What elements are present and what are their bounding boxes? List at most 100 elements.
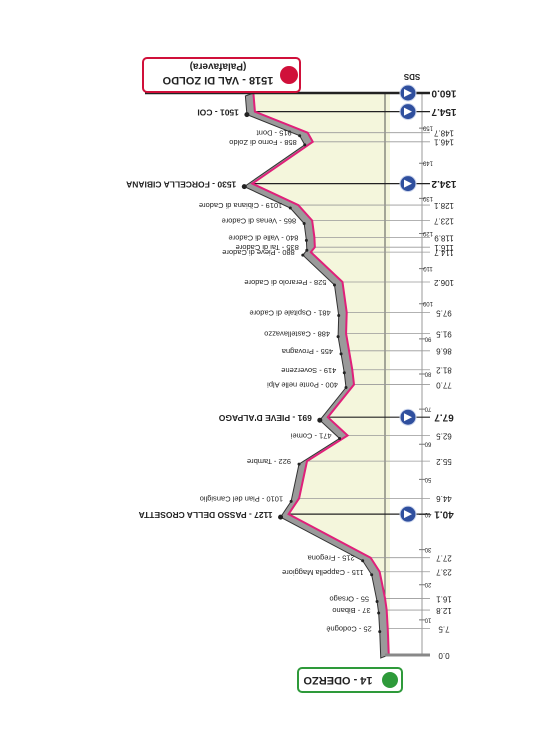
finish-label: 1518 - VAL DI ZOLDO: [162, 74, 273, 86]
waypoint-dot: [361, 559, 365, 563]
distance-label: 148.7: [433, 129, 454, 138]
waypoint-dot: [375, 599, 379, 603]
waypoint-dot: [305, 248, 309, 252]
waypoint-dot: [303, 143, 307, 147]
distance-label: 134.2: [431, 178, 456, 189]
waypoint-dot: [298, 134, 302, 138]
distance-label: 86.6: [436, 347, 452, 356]
checkpoint-arrow: [404, 510, 412, 519]
distance-label: 123.7: [433, 216, 454, 225]
distance-label: 81.2: [436, 366, 452, 375]
place-label: 215 - Fregona: [307, 554, 355, 563]
finish-box: [142, 57, 301, 93]
distance-label: 40.1: [434, 509, 454, 520]
x-tick-label: 90: [424, 335, 431, 341]
distance-label: 23.7: [436, 568, 452, 577]
checkpoint-arrow: [404, 413, 412, 422]
waypoint-dot: [332, 283, 336, 287]
place-label: 915 - Dont: [256, 129, 292, 138]
x-tick-label: 150: [422, 125, 433, 131]
finish-icon: [280, 66, 298, 84]
distance-label: 128.1: [433, 201, 454, 210]
summit-label: 1501 - COI: [197, 107, 239, 117]
checkpoint-arrow: [404, 179, 412, 188]
checkpoint-arrow: [404, 89, 412, 97]
place-label: 1019 - Cibiana di Cadore: [199, 201, 282, 210]
place-label: 37 - Bibano: [332, 606, 370, 615]
distance-label: 27.7: [436, 554, 452, 563]
waypoint-dot: [317, 417, 323, 423]
distance-label: 7.5: [438, 625, 450, 634]
place-label: 858 - Forno di Zoldo: [229, 138, 297, 147]
place-label: 528 - Perarolo di Cadore: [244, 278, 326, 287]
x-tick-label: 50: [424, 476, 431, 482]
distance-label: 160.0: [431, 87, 456, 98]
distance-label: 16.1: [436, 594, 452, 603]
place-label: 488 - Castellavazzo: [264, 330, 330, 339]
summit-label: 1127 - PASSO DELLA CROSETTA: [139, 510, 273, 520]
place-label: 115 - Cappella Maggiore: [282, 568, 364, 577]
x-tick-label: 30: [424, 546, 431, 552]
waypoint-dot: [288, 206, 292, 210]
waypoint-dot: [342, 371, 346, 375]
place-label: 835 - Tai di Cadore: [236, 243, 299, 252]
distance-label: 77.0: [436, 380, 452, 389]
distance-label: 106.2: [433, 278, 454, 287]
waypoint-dot: [378, 630, 382, 634]
top-note: SDS: [403, 72, 420, 81]
distance-label: 44.6: [436, 494, 452, 503]
waypoint-dot: [244, 112, 250, 118]
distance-label: 55.2: [436, 457, 452, 466]
finish-subtitle: (Palafavera): [190, 60, 247, 71]
place-label: 419 - Soverzene: [281, 366, 336, 375]
profile-line: [250, 92, 390, 656]
waypoint-dot: [370, 573, 374, 577]
place-label: 1010 - Pian del Cansiglio: [200, 494, 283, 503]
start-label: 14 - ODERZO: [303, 674, 373, 686]
distance-label: 62.5: [436, 431, 452, 440]
waypoint-dot: [336, 335, 340, 339]
start-box: [297, 667, 403, 693]
distance-label: 114.7: [434, 248, 454, 257]
distance-label: 118.9: [434, 233, 454, 242]
place-label: 455 - Provagna: [281, 347, 333, 356]
place-label: 25 - Codognè: [326, 625, 371, 634]
x-tick-label: 20: [424, 581, 431, 587]
waypoint-dot: [337, 314, 341, 318]
x-tick-label: 140: [422, 160, 433, 166]
waypoint-dot: [241, 184, 247, 190]
distance-label: 116.1: [434, 243, 454, 252]
waypoint-dot: [344, 386, 348, 390]
distance-label: 91.5: [436, 329, 452, 338]
summit-label: 1530 - FORCELLA CIBIANA: [126, 179, 236, 189]
place-label: 471 - Comei: [290, 431, 331, 440]
start-icon: [382, 672, 398, 688]
place-label: 481 - Ospitale di Cadore: [249, 309, 330, 318]
distance-label: 146.1: [433, 138, 454, 147]
waypoint-dot: [377, 611, 381, 615]
place-label: 400 - Ponte nelle Alpi: [267, 381, 338, 390]
waypoint-dot: [302, 222, 306, 226]
x-tick-label: 80: [424, 370, 431, 376]
checkpoint-arrow: [404, 107, 412, 116]
place-label: 840 - Valle di Cadore: [228, 233, 298, 242]
x-tick-label: 10: [424, 616, 431, 622]
x-tick-label: 60: [424, 441, 431, 447]
waypoint-dot: [301, 253, 305, 257]
x-tick-label: 70: [424, 406, 431, 412]
distance-label: 97.5: [436, 308, 452, 317]
distance-label: 12.8: [436, 606, 452, 615]
x-tick-label: 130: [422, 195, 433, 201]
waypoint-dot: [278, 514, 284, 520]
waypoint-dot: [339, 352, 343, 356]
x-tick-label: 120: [422, 230, 433, 236]
place-label: 880 - Pieve di Cadore: [222, 248, 295, 257]
distance-label: 154.7: [431, 106, 456, 117]
waypoint-dot: [338, 436, 342, 440]
distance-label: 0.0: [438, 651, 450, 660]
place-label: 922 - Tambre: [247, 457, 291, 466]
x-tick-label: 100: [422, 300, 433, 306]
place-label: 865 - Venas di Cadore: [222, 217, 297, 226]
x-tick-label: 110: [423, 265, 433, 271]
